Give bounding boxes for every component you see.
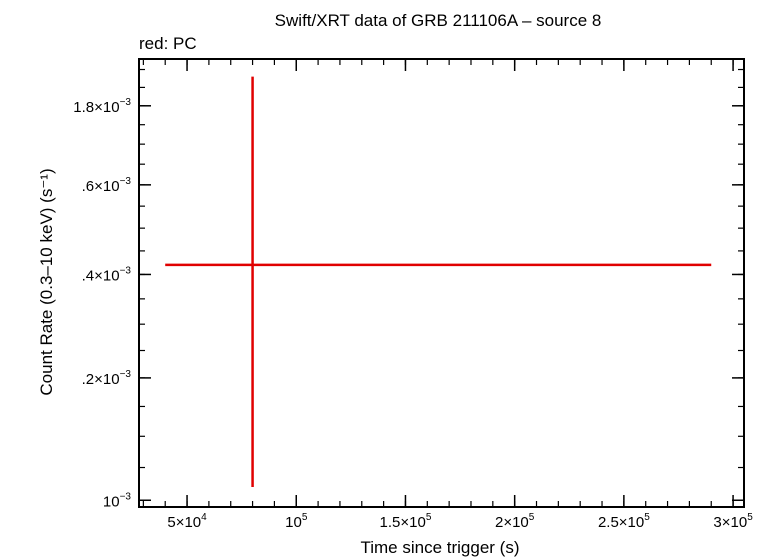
y-tick-label: 1.8×10−3 (73, 97, 131, 116)
x-tick-label: 1.5×105 (380, 512, 432, 531)
x-tick-label: 5×104 (167, 512, 207, 531)
y-tick-label: 10−3 (103, 491, 132, 510)
x-tick-label: 2×105 (495, 512, 535, 531)
x-tick-label: 2.5×105 (598, 512, 650, 531)
x-axis-label: Time since trigger (s) (360, 538, 519, 557)
x-tick-label: 105 (285, 512, 308, 531)
chart-subtitle: red: PC (139, 34, 197, 53)
y-tick-label: .6×10−3 (82, 176, 132, 195)
chart-title: Swift/XRT data of GRB 211106A – source 8 (275, 11, 602, 30)
y-tick-label: .2×10−3 (82, 369, 132, 388)
plot-frame (138, 58, 745, 508)
y-axis-label: Count Rate (0.3–10 keV) (s⁻¹) (37, 168, 56, 395)
data-marks (165, 76, 712, 487)
data-point (165, 76, 712, 487)
y-tick-label: .4×10−3 (82, 265, 132, 284)
axis-ticks: 5×104 105 1.5×105 2×105 2.5×105 3×105 10−3 .2×1… (73, 59, 753, 531)
x-tick-label: 3×105 (713, 512, 753, 531)
